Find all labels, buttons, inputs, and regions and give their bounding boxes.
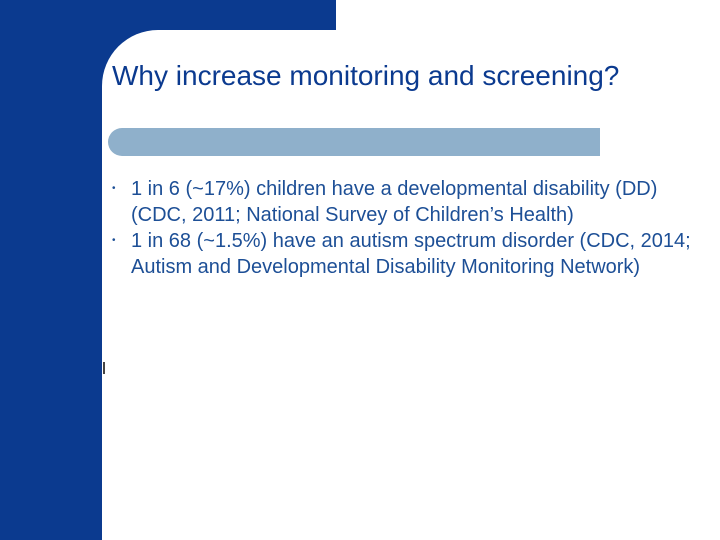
bullet-item: • 1 in 6 (~17%) children have a developm… — [112, 176, 712, 228]
bullet-list: • 1 in 6 (~17%) children have a developm… — [112, 176, 712, 280]
bullet-text: 1 in 68 (~1.5%) have an autism spectrum … — [131, 230, 691, 278]
content-area — [102, 30, 720, 540]
slide-title: Why increase monitoring and screening? — [112, 60, 620, 91]
bullet-item: • 1 in 68 (~1.5%) have an autism spectru… — [112, 228, 712, 280]
text-cursor-mark — [103, 362, 105, 374]
title-divider-bar — [108, 128, 600, 156]
bullet-marker: • — [112, 235, 116, 246]
left-accent-bar — [0, 0, 102, 540]
bullet-text: 1 in 6 (~17%) children have a developmen… — [131, 178, 658, 226]
bullet-marker: • — [112, 183, 116, 194]
